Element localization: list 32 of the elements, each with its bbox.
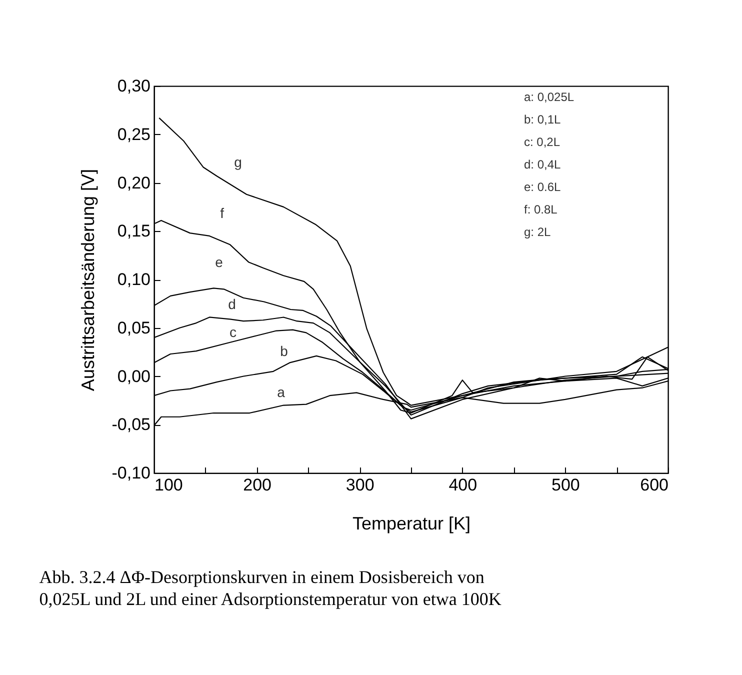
y-axis-title: Austrittsarbeitsänderung [V]: [78, 168, 98, 392]
x-tick-label: 500: [552, 476, 580, 494]
y-tick-label: 0,25: [117, 124, 150, 144]
x-tick-label: 200: [243, 476, 272, 494]
annotation: a: 0,025L: [524, 90, 574, 104]
caption: Abb. 3.2.4 ΔΦ-Desorptionskurven in einem Dosisbereich von 0,025L und 2L und einer Adsorptionstemperatur von etwa 100K: [39, 567, 502, 609]
annotation: g: [234, 154, 242, 170]
x-tick-label: 300: [346, 476, 374, 494]
annotation: c: 0,2L: [524, 135, 560, 149]
annotation: d: 0,4L: [524, 158, 562, 172]
x-tick-label: 100: [154, 476, 183, 494]
annotation: b: 0,1L: [524, 112, 562, 126]
annotation: a: [277, 384, 286, 400]
annotation: d: [228, 296, 236, 312]
x-axis-title: Temperatur [K]: [352, 514, 471, 534]
y-tick-label: 0,10: [117, 270, 150, 289]
y-tick-label: 0,20: [117, 173, 150, 192]
annotation: e: 0.6L: [524, 180, 562, 194]
annotation: c: [230, 324, 236, 340]
y-tick-label: 0,15: [117, 222, 150, 241]
y-tick-label: 0,30: [117, 76, 150, 96]
y-tick-label: 0,00: [117, 366, 150, 386]
annotation: g: 2L: [524, 225, 552, 239]
y-tick-label: -0,05: [112, 415, 150, 434]
annotation: f: 0.8L: [524, 202, 558, 216]
x-tick-label: 400: [448, 476, 478, 494]
y-tick-label: -0,10: [112, 464, 150, 482]
annotation: b: [280, 343, 288, 359]
y-tick-label: 0,05: [117, 318, 150, 338]
annotation: e: [215, 254, 224, 270]
annotation: f: [220, 205, 224, 221]
x-tick-label: 600: [640, 476, 668, 494]
